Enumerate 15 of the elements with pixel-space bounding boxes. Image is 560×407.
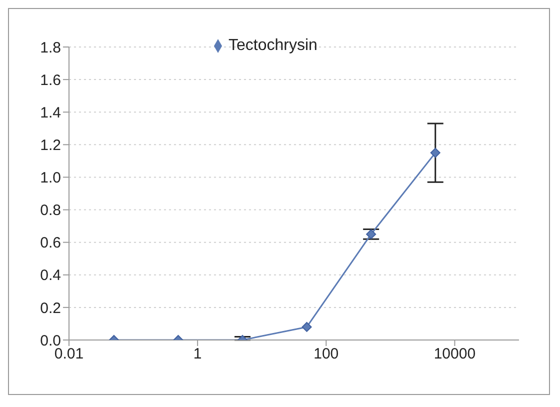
y-tick-label: 1.0 — [40, 170, 61, 187]
x-tick-label: 10000 — [434, 346, 476, 363]
legend-label: Tectochrysin — [228, 37, 318, 54]
y-tick-label: 0.6 — [40, 234, 61, 252]
x-tick-label: 1 — [193, 346, 202, 363]
y-tick-label: 1.4 — [40, 104, 61, 122]
y-tick-label: 0.8 — [40, 202, 61, 220]
y-tick-label: 1.8 — [40, 39, 61, 56]
point — [430, 148, 440, 158]
y-tick-label: 1.2 — [40, 136, 61, 154]
y-tick-label: 0.2 — [40, 300, 61, 317]
y-tick-label: 0.4 — [40, 267, 61, 284]
x-tick-label: 100 — [314, 346, 339, 363]
y-tick-label: 1.6 — [40, 72, 61, 89]
point — [366, 229, 376, 240]
